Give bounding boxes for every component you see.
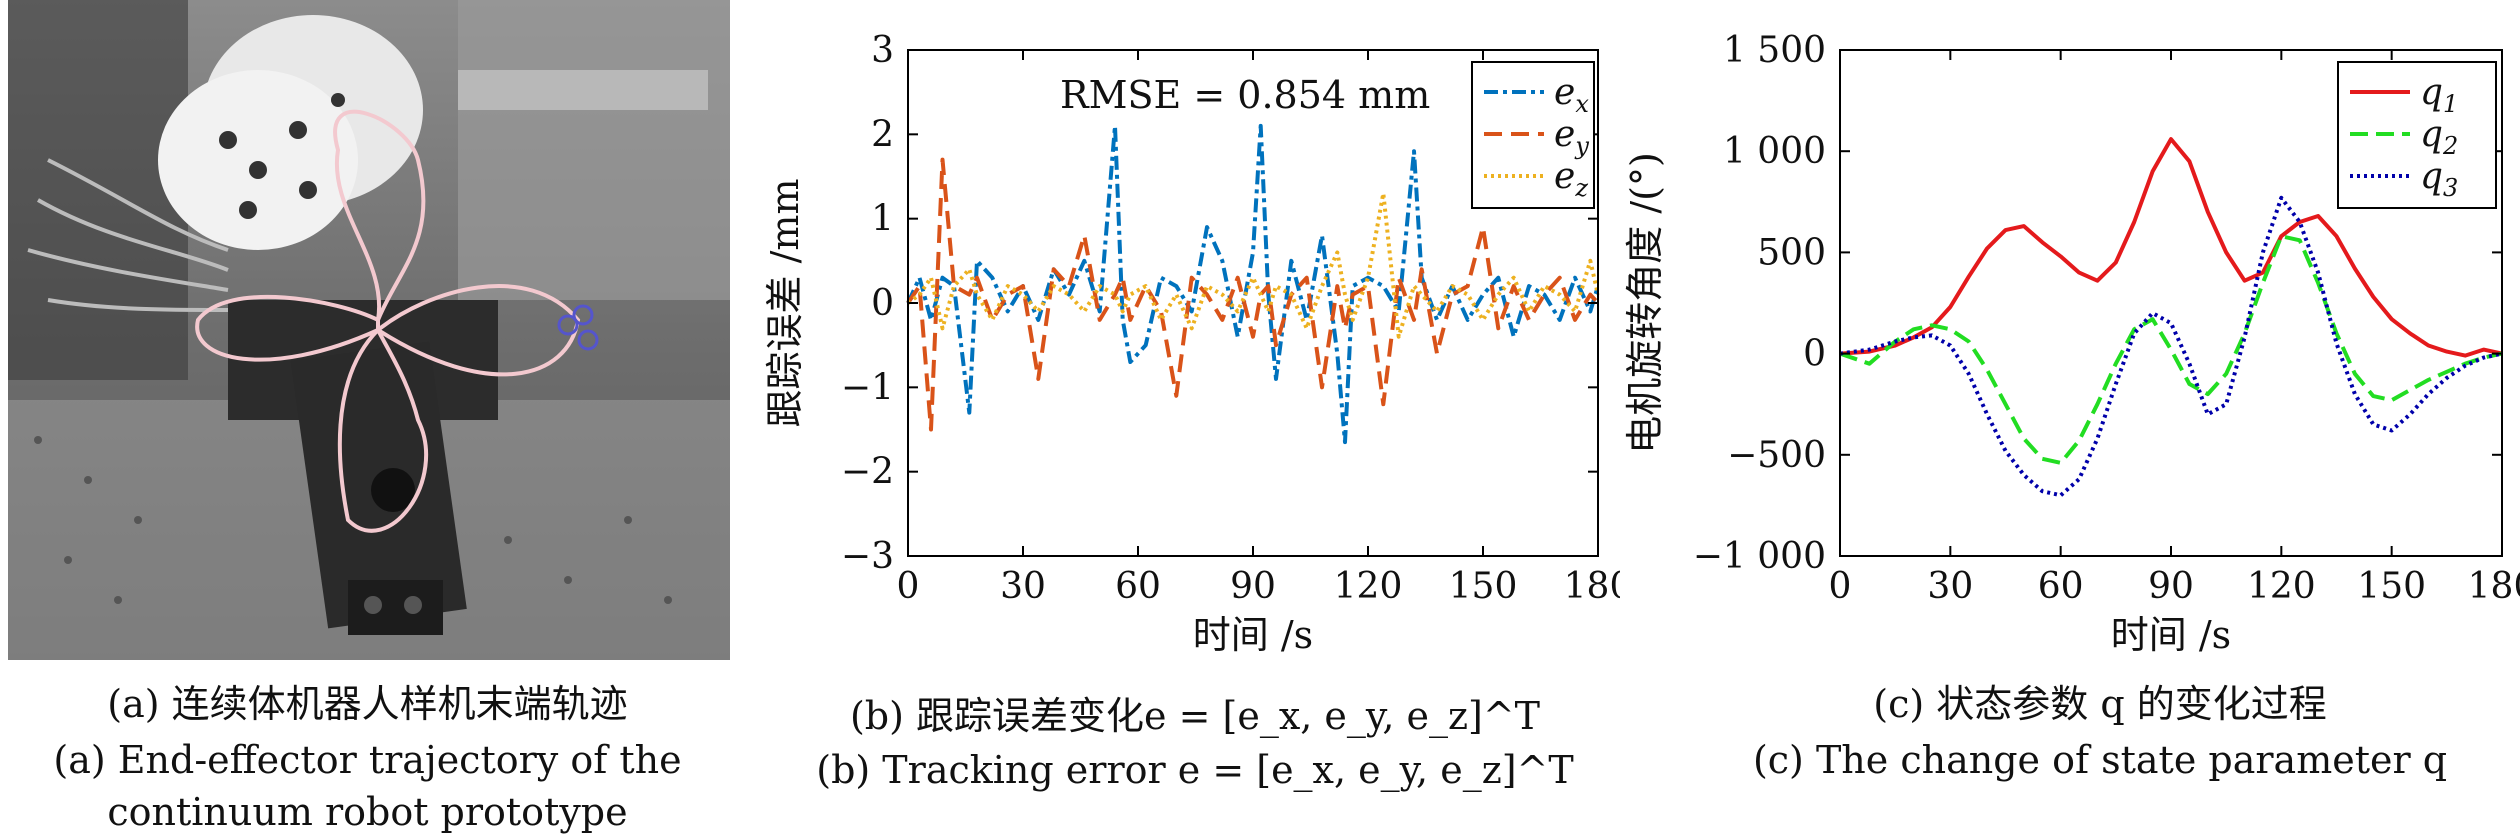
tracking-error-chart: 0 30 60 90 120 150 180 −3 −2 −1 0 1 2 3 时间 /s 跟踪误差 /mm R… — [763, 30, 1620, 657]
x-axis-label: 时间 /s — [1193, 613, 1313, 657]
series-line-q_1 — [1839, 137, 2503, 358]
y-tick-label: 1 — [871, 199, 894, 240]
x-tick-label: 180 — [2468, 566, 2520, 607]
x-tick-label: 90 — [1230, 566, 1276, 607]
y-tick-label: −500 — [1727, 435, 1826, 476]
series-line-q_2 — [1839, 234, 2503, 465]
caption-b-en: (b) Tracking error e = [e_x, e_y, e_z]^T — [770, 744, 1620, 796]
caption-b-cn-text: (b) 跟踪误差变化e = [e_x, e_y, e_z]^T — [849, 694, 1541, 738]
x-tick-label: 0 — [897, 566, 920, 607]
panel-c: 0 30 60 90 120 150 180 −1 000 −500 0 500 1 000 1 500… — [1620, 0, 2520, 839]
caption-a-en-1: (a) End-effector trajectory of the — [53, 738, 682, 782]
series-line-e_z — [906, 191, 1600, 339]
x-tick-label: 120 — [2247, 566, 2316, 607]
legend-label-e_z: ez — [1554, 156, 1588, 202]
y-axis-label: 电机旋转角度 /(°) — [1623, 152, 1667, 454]
x-tick-label: 60 — [1115, 566, 1161, 607]
y-tick-label: 0 — [1803, 334, 1826, 375]
caption-a-en-2: continuum robot prototype — [107, 790, 628, 834]
x-tick-label: 120 — [1334, 566, 1403, 607]
x-axis-label: 时间 /s — [2111, 613, 2231, 657]
caption-b-en-text: (b) Tracking error e = [e_x, e_y, e_z]^T — [816, 748, 1574, 792]
y-tick-label: −1 — [841, 367, 894, 408]
y-tick-label: −1 000 — [1693, 536, 1826, 577]
x-tick-label: 150 — [2357, 566, 2426, 607]
y-tick-label: 3 — [871, 30, 894, 71]
legend-label-e_y: ey — [1554, 114, 1589, 160]
x-tick-label: 60 — [2038, 566, 2084, 607]
y-axis-label: 跟踪误差 /mm — [763, 179, 807, 428]
x-tick-label: 0 — [1829, 566, 1852, 607]
caption-c-en: (c) The change of state parameter q — [1752, 738, 2448, 782]
legend-label-q_2: q2 — [2420, 114, 2458, 160]
x-tick-label: 90 — [2148, 566, 2194, 607]
x-tick-label: 30 — [1000, 566, 1046, 607]
x-tick-label: 150 — [1449, 566, 1518, 607]
robot-photo — [8, 0, 730, 660]
y-tick-label: −2 — [841, 452, 894, 493]
caption-a-cn: (a) 连续体机器人样机末端轨迹 — [107, 682, 628, 726]
x-tick-label: 180 — [1564, 566, 1620, 607]
y-tick-label: −3 — [841, 536, 894, 577]
y-tick-label: 1 000 — [1723, 131, 1826, 172]
rmse-annotation: RMSE = 0.854 mm — [1060, 73, 1430, 117]
state-parameter-chart: 0 30 60 90 120 150 180 −1 000 −500 0 500 1 000 1 500… — [1623, 30, 2520, 657]
panel-a: (a) 连续体机器人样机末端轨迹 (a) End-effector trajec… — [0, 0, 735, 839]
y-tick-label: 1 500 — [1723, 30, 1826, 71]
caption-b-cn: (b) 跟踪误差变化e = [e_x, e_y, e_z]^T — [770, 690, 1620, 742]
caption-c-cn: (c) 状态参数 q 的变化过程 — [1873, 682, 2327, 726]
y-tick-label: 2 — [871, 114, 894, 155]
y-tick-label: 0 — [871, 283, 894, 324]
series-line-e_x — [906, 123, 1600, 445]
y-tick-label: 500 — [1757, 232, 1826, 273]
panel-b: 0 30 60 90 120 150 180 −3 −2 −1 0 1 2 3 时间 /s 跟踪误差 /mm R… — [760, 0, 1620, 839]
x-tick-label: 30 — [1927, 566, 1973, 607]
